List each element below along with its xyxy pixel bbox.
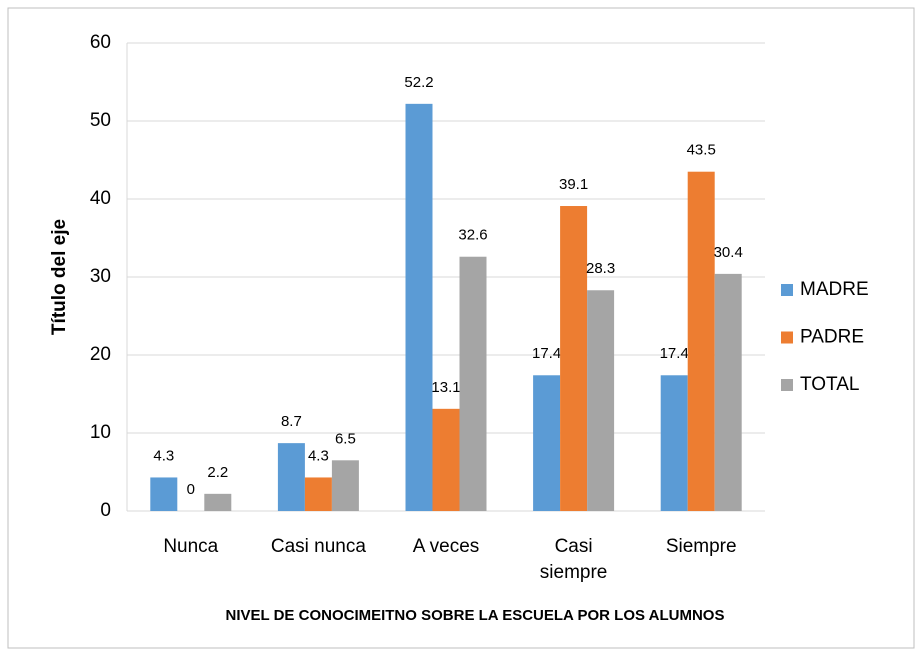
- bar: [587, 290, 615, 511]
- bar: [277, 443, 305, 511]
- bar: [533, 375, 561, 511]
- bar: [432, 408, 460, 511]
- y-tick-label: 10: [90, 422, 111, 443]
- y-tick-label: 0: [100, 500, 111, 521]
- value-label: 30.4: [714, 244, 743, 261]
- value-label: 4.3: [153, 447, 174, 464]
- y-tick-label: 20: [90, 344, 111, 365]
- bar: [331, 460, 359, 511]
- value-label: 43.5: [687, 142, 716, 159]
- value-label: 17.4: [532, 345, 561, 362]
- y-tick-label: 40: [90, 188, 111, 209]
- x-tick-label-box: Casi siempre: [539, 536, 608, 583]
- x-axis-title: NIVEL DE CONOCIMEITNO SOBRE LA ESCUELA P…: [226, 607, 725, 624]
- legend-label: TOTAL: [800, 374, 859, 395]
- legend-label: PADRE: [800, 327, 864, 348]
- y-tick-label: 50: [90, 110, 111, 131]
- value-label: 13.1: [431, 379, 460, 396]
- legend-label: MADRE: [800, 279, 869, 300]
- value-label: 52.2: [404, 74, 433, 91]
- legend-swatch: [781, 284, 793, 296]
- y-axis-title: Título del eje: [49, 219, 70, 335]
- bar: [405, 103, 433, 511]
- bar: [150, 477, 178, 511]
- x-tick-label: Siempre: [665, 536, 737, 557]
- y-tick-label: 30: [90, 266, 111, 287]
- legend-swatch: [781, 379, 793, 391]
- bar: [714, 273, 742, 511]
- value-label: 4.3: [308, 447, 329, 464]
- x-tick-label-box: A veces: [412, 536, 480, 557]
- value-label: 39.1: [559, 176, 588, 193]
- value-label: 8.7: [281, 413, 302, 430]
- bar: [560, 206, 588, 511]
- legend-swatch: [781, 331, 793, 344]
- value-label: 6.5: [335, 430, 356, 447]
- x-tick-label-box: Nunca: [163, 536, 219, 557]
- x-tick-label-box: Siempre: [665, 536, 737, 557]
- value-label: 0: [187, 481, 195, 498]
- bar: [304, 477, 332, 511]
- bar: [204, 493, 232, 511]
- value-label: 32.6: [458, 227, 487, 244]
- value-label: 17.4: [660, 345, 689, 362]
- x-tick-label-box: Casi nunca: [270, 536, 366, 557]
- x-tick-label: Casi siempre: [539, 536, 608, 583]
- bar: [660, 375, 688, 511]
- x-tick-label: A veces: [412, 536, 480, 557]
- value-label: 28.3: [586, 260, 615, 277]
- x-tick-label: Casi nunca: [270, 536, 366, 557]
- bar: [459, 256, 487, 511]
- x-tick-label: Nunca: [163, 536, 219, 557]
- value-label: 2.2: [207, 464, 228, 481]
- y-tick-label: 60: [90, 32, 111, 53]
- bar: [687, 171, 715, 511]
